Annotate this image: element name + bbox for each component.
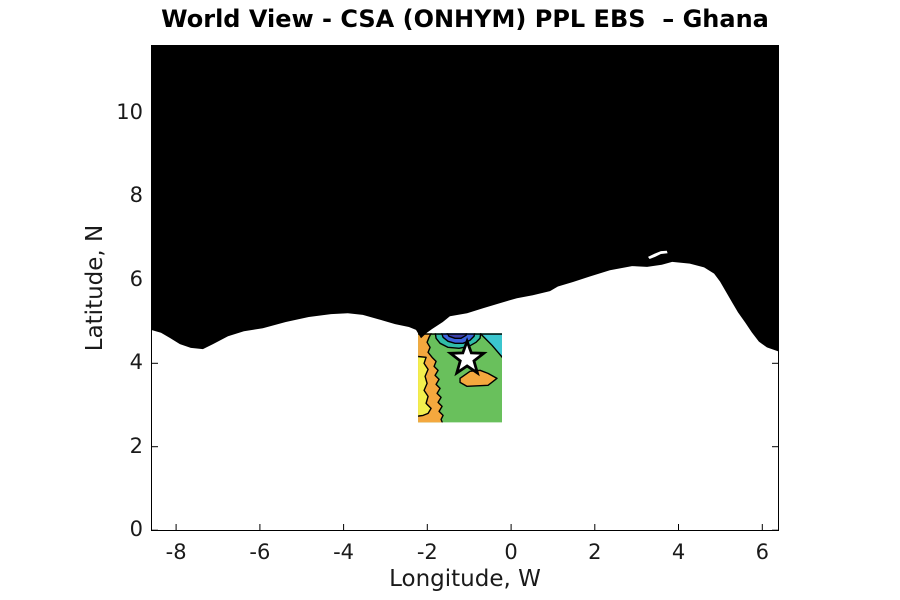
y-tick-label: 2 — [129, 433, 143, 458]
y-tick-label: 10 — [116, 99, 143, 124]
contour-band-cyan-corner — [479, 333, 503, 359]
contour-block — [418, 333, 503, 423]
y-tick-label: 6 — [129, 266, 143, 291]
y-tick-label: 4 — [129, 350, 143, 375]
contour-band-yellow-strip — [418, 355, 432, 417]
y-axis-label-text: Latitude, N — [82, 224, 108, 352]
axes-box — [151, 45, 779, 531]
coastal-islet — [728, 303, 732, 307]
x-tick-label: -6 — [249, 540, 271, 564]
x-tick-label: -2 — [416, 540, 438, 564]
x-tick-label: 2 — [588, 540, 602, 564]
x-tick-label: 0 — [504, 540, 518, 564]
y-tick-label: 0 — [129, 517, 143, 542]
x-tick-label: -4 — [333, 540, 355, 564]
contour-bands — [418, 333, 503, 423]
coastal-lagoon — [648, 250, 668, 259]
land-landmass — [151, 45, 779, 352]
map-svg — [151, 45, 779, 531]
plot-title: World View - CSA (ONHYM) PPL EBS – Ghana — [161, 5, 769, 33]
star-marker — [446, 337, 488, 377]
x-tick-label: 6 — [755, 540, 769, 564]
x-tick-label: 4 — [671, 540, 686, 564]
y-tick-label: 8 — [129, 183, 143, 208]
x-axis-label: Longitude, W — [389, 566, 541, 592]
x-tick-label: -8 — [165, 540, 187, 564]
plot-area — [151, 45, 779, 531]
